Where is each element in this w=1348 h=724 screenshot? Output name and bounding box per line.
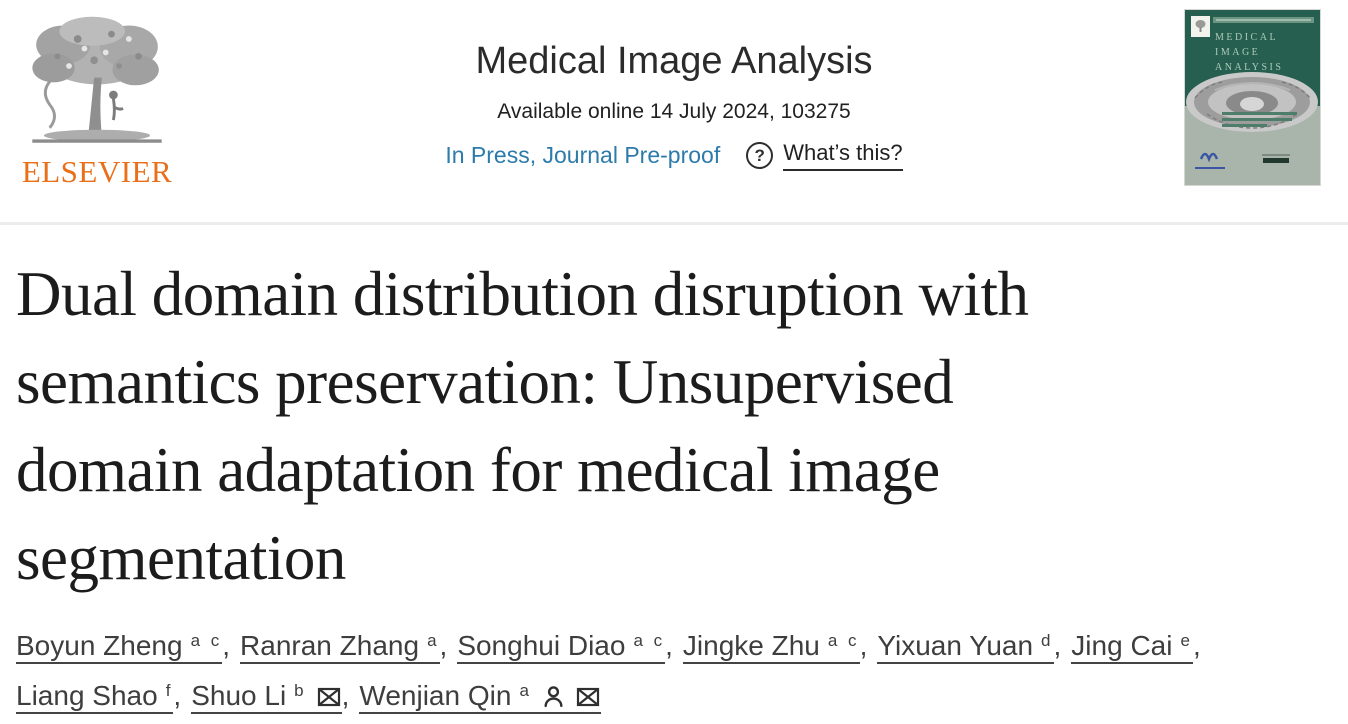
status-row: In Press, Journal Pre-proof ? What’s thi… xyxy=(354,140,994,171)
author-item: Jingke Zhu a c, xyxy=(682,630,877,664)
author-separator: , xyxy=(859,630,868,661)
cover-society-logo xyxy=(1199,152,1219,163)
cover-caption-lines xyxy=(1222,112,1297,130)
author-list: Boyun Zheng a c, Ranran Zhang a, Songhui Dia… xyxy=(16,621,1331,721)
author-item: Wenjian Qin a xyxy=(359,680,601,714)
author-link-ranran-zhang[interactable]: Ranran Zhang a xyxy=(240,630,440,664)
author-link-songhui-diao[interactable]: Songhui Diao a c xyxy=(457,630,666,664)
availability-text: Available online 14 July 2024, 103275 xyxy=(497,100,851,123)
whats-this-label: What’s this? xyxy=(783,140,903,171)
elsevier-logo[interactable]: ELSEVIER xyxy=(16,10,178,190)
elsevier-wordmark: ELSEVIER xyxy=(21,154,173,189)
author-link-yixuan-yuan[interactable]: Yixuan Yuan d xyxy=(877,630,1054,664)
author-item: Jing Cai e, xyxy=(1071,630,1210,664)
author-link-liang-shao[interactable]: Liang Shao f xyxy=(16,680,174,714)
author-item: Ranran Zhang a, xyxy=(240,630,457,664)
cover-publisher-label xyxy=(1263,158,1289,163)
journal-cover-thumbnail[interactable]: MEDICAL IMAGE ANALYSIS xyxy=(1185,10,1320,185)
author-item: Yixuan Yuan d, xyxy=(877,630,1071,664)
article-title-line: domain adaptation for medical image xyxy=(16,435,940,505)
author-separator: , xyxy=(341,680,350,711)
journal-title-link[interactable]: Medical Image Analysis xyxy=(475,40,873,82)
author-separator: , xyxy=(665,630,673,661)
cover-publisher-mark xyxy=(1191,16,1210,37)
author-link-jingke-zhu[interactable]: Jingke Zhu a c xyxy=(682,630,860,664)
author-link-boyun-zheng[interactable]: Boyun Zheng a c xyxy=(16,630,223,664)
author-separator: , xyxy=(1053,630,1062,661)
whats-this-link[interactable]: ? What’s this? xyxy=(746,140,903,171)
author-link-shuo-li[interactable]: Shuo Li b xyxy=(191,680,342,714)
article-title-line: segmentation xyxy=(16,523,346,593)
article-title-line: Dual domain distribution disruption with xyxy=(16,259,1029,329)
header-center: Medical Image Analysis Available online … xyxy=(354,38,994,171)
elsevier-tree-icon xyxy=(32,16,162,143)
person-icon xyxy=(541,684,566,709)
author-link-jing-cai[interactable]: Jing Cai e xyxy=(1071,630,1193,664)
author-link-wenjian-qin[interactable]: Wenjian Qin a xyxy=(359,680,601,714)
author-item: Liang Shao f, xyxy=(16,680,191,714)
in-press-link[interactable]: In Press, Journal Pre-proof xyxy=(445,142,721,168)
cover-top-bar xyxy=(1213,17,1314,23)
author-separator: , xyxy=(439,630,448,661)
header-divider xyxy=(0,222,1348,225)
question-icon: ? xyxy=(746,142,774,169)
email-icon xyxy=(316,685,342,709)
author-item: Songhui Diao a c, xyxy=(457,630,683,664)
article-title: Dual domain distribution disruption with… xyxy=(16,250,1296,602)
cover-publisher-line xyxy=(1262,154,1290,156)
author-item: Shuo Li b, xyxy=(191,680,359,714)
author-separator: , xyxy=(1192,630,1201,661)
brain-image xyxy=(1186,72,1318,132)
cover-journal-title: MEDICAL IMAGE ANALYSIS xyxy=(1215,32,1284,73)
author-separator: , xyxy=(173,680,182,711)
email-icon xyxy=(575,685,601,709)
cover-society-logo-text xyxy=(1195,167,1225,169)
article-title-line: semantics preservation: Unsupervised xyxy=(16,347,954,417)
author-separator: , xyxy=(222,630,231,661)
author-item: Boyun Zheng a c, xyxy=(16,630,240,664)
